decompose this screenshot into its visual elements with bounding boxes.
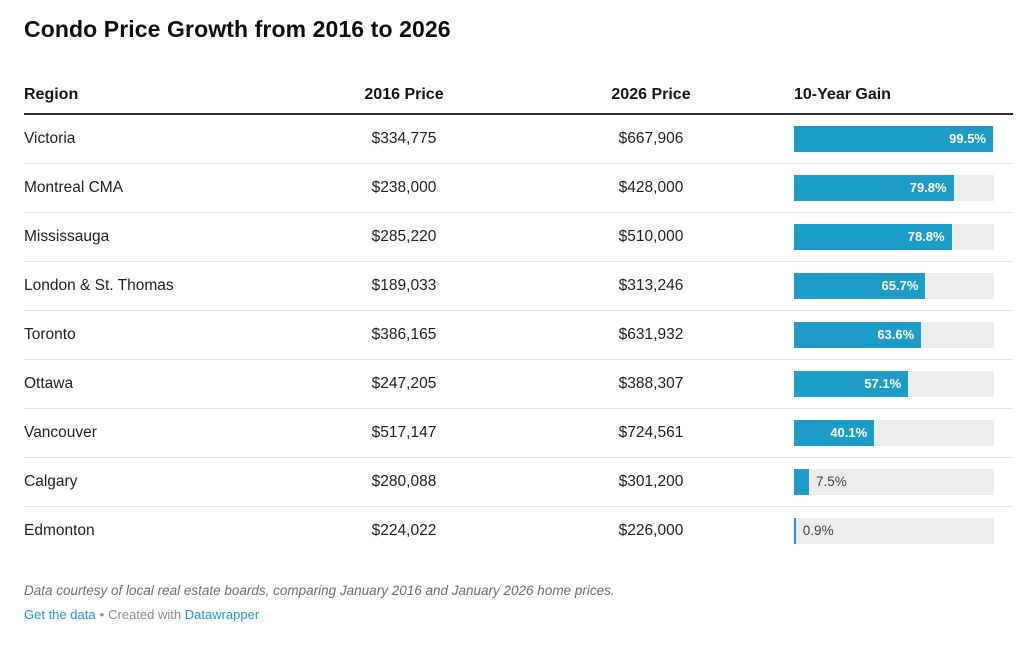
price-2016-cell: $189,033 [371, 276, 437, 294]
region-cell: London & St. Thomas [24, 276, 174, 294]
gain-bar-label: 0.9% [802, 523, 834, 539]
footer-note: Data courtesy of local real estate board… [24, 582, 615, 598]
region-cell: Mississauga [24, 227, 110, 245]
datawrapper-link[interactable]: Datawrapper [184, 606, 260, 622]
gain-bar-label: 63.6% [877, 327, 915, 343]
gain-bar-label: 78.8% [907, 229, 945, 245]
price-2016-cell: $224,022 [371, 522, 437, 540]
gain-bar-label: 7.5% [816, 473, 847, 489]
table-row: Calgary $280,088 $301,200 7.5% [24, 458, 1013, 507]
gain-bar-fill: 78.8% [794, 223, 952, 250]
region-cell: Edmonton [24, 522, 95, 540]
gain-bar-fill: 99.5% [794, 125, 993, 152]
gain-bar-track: 79.8% [794, 174, 994, 201]
gain-cell: 0.9% [794, 518, 1013, 545]
gain-bar-fill: 65.7% [794, 272, 926, 299]
gain-bar-track: 65.7% [794, 272, 994, 299]
gain-bar-label: 40.1% [830, 425, 868, 441]
table-row: London & St. Thomas $189,033 $313,246 65… [24, 262, 1013, 311]
price-2026-cell: $313,246 [618, 276, 684, 294]
table-row: Toronto $386,165 $631,932 63.6% [24, 311, 1013, 360]
region-cell: Victoria [24, 129, 76, 147]
price-2026-cell: $667,906 [618, 129, 684, 147]
gain-bar-label: 65.7% [881, 278, 919, 294]
gain-cell: 40.1% [794, 419, 1013, 446]
price-2026-cell: $510,000 [618, 227, 684, 245]
gain-cell: 99.5% [794, 125, 1013, 152]
gain-bar-fill [794, 468, 809, 495]
chart-title: Condo Price Growth from 2016 to 2026 [24, 16, 451, 42]
region-cell: Toronto [24, 325, 76, 343]
table-row: Edmonton $224,022 $226,000 0.9% [24, 507, 1013, 556]
price-2016-cell: $285,220 [371, 227, 437, 245]
gain-bar-fill [794, 518, 796, 545]
gain-bar-label: 79.8% [909, 180, 947, 196]
table-row: Ottawa $247,205 $388,307 57.1% [24, 360, 1013, 409]
price-2016-cell: $517,147 [371, 423, 437, 441]
price-2016-cell: $386,165 [371, 325, 437, 343]
price-2016-cell: $334,775 [371, 129, 437, 147]
footer-separator: • [99, 606, 105, 622]
column-header-2026-price: 2026 Price [611, 85, 691, 103]
gain-bar-track: 78.8% [794, 223, 994, 250]
gain-bar-label: 57.1% [864, 376, 902, 392]
gain-cell: 63.6% [794, 321, 1013, 348]
gain-bar-fill: 40.1% [794, 419, 875, 446]
gain-bar-track: 99.5% [794, 125, 994, 152]
column-header-region: Region [24, 85, 79, 103]
gain-bar-track: 63.6% [794, 321, 994, 348]
price-2026-cell: $428,000 [618, 178, 684, 196]
gain-cell: 78.8% [794, 223, 1013, 250]
gain-bar-fill: 79.8% [794, 174, 954, 201]
table-row: Victoria $334,775 $667,906 99.5% [24, 115, 1013, 164]
region-cell: Ottawa [24, 374, 74, 392]
footer-links: Get the data • Created with Datawrapper [24, 607, 1013, 622]
gain-bar-track: 40.1% [794, 419, 994, 446]
gain-bar-track: 7.5% [794, 468, 994, 495]
table-header-row: Region 2016 Price 2026 Price 10-Year Gai… [24, 75, 1013, 115]
table-row: Vancouver $517,147 $724,561 40.1% [24, 409, 1013, 458]
gain-bar-track: 0.9% [794, 518, 994, 545]
gain-bar-label: 99.5% [949, 131, 986, 147]
get-the-data-link[interactable]: Get the data [24, 606, 96, 622]
gain-bar-fill: 57.1% [794, 370, 909, 397]
price-2016-cell: $247,205 [371, 374, 437, 392]
price-2026-cell: $631,932 [618, 325, 684, 343]
price-2026-cell: $388,307 [618, 374, 684, 392]
table-row: Mississauga $285,220 $510,000 78.8% [24, 213, 1013, 262]
gain-cell: 7.5% [794, 468, 1013, 495]
table-body: Victoria $334,775 $667,906 99.5% Montrea… [24, 115, 1013, 556]
column-header-2016-price: 2016 Price [364, 85, 444, 103]
region-cell: Vancouver [24, 423, 97, 441]
gain-cell: 79.8% [794, 174, 1013, 201]
region-cell: Calgary [24, 472, 78, 490]
price-2026-cell: $226,000 [618, 522, 684, 540]
gain-cell: 57.1% [794, 370, 1013, 397]
price-2026-cell: $724,561 [618, 423, 684, 441]
gain-bar-track: 57.1% [794, 370, 994, 397]
price-2016-cell: $238,000 [371, 178, 437, 196]
region-cell: Montreal CMA [24, 178, 124, 196]
price-2016-cell: $280,088 [371, 472, 437, 490]
gain-bar-fill: 63.6% [794, 321, 922, 348]
price-2026-cell: $301,200 [618, 472, 684, 490]
created-with-text: Created with [108, 606, 182, 622]
gain-cell: 65.7% [794, 272, 1013, 299]
table-row: Montreal CMA $238,000 $428,000 79.8% [24, 164, 1013, 213]
column-header-10-year-gain: 10-Year Gain [794, 85, 891, 103]
